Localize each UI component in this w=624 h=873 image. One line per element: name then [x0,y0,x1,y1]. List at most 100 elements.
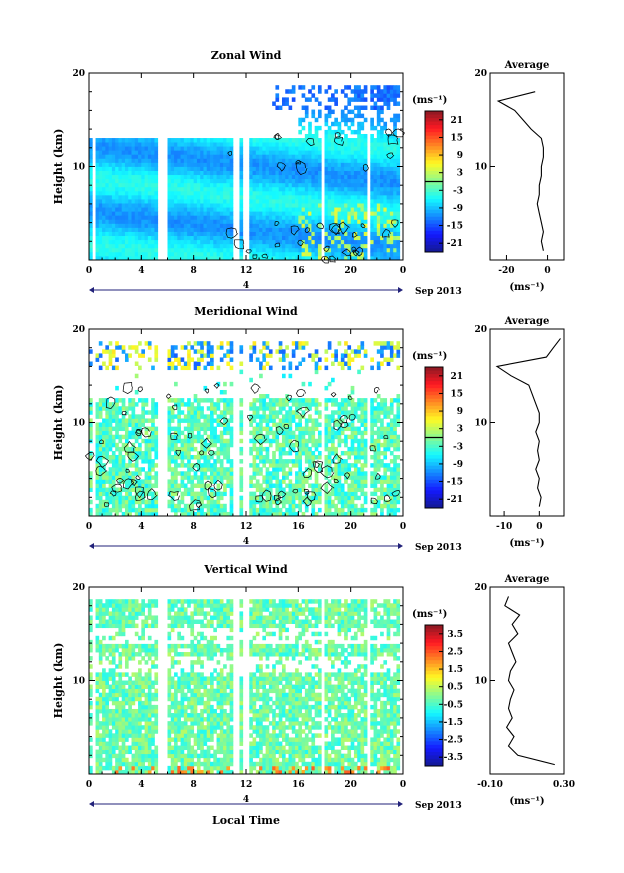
colorbar-segment [425,395,443,400]
colorbar-segment [425,195,443,200]
profile-frame [489,72,565,261]
x-tick-label: 0 [86,780,92,790]
contour [277,490,287,499]
colorbar-segment [425,699,443,704]
x-tick-label: 8 [191,522,197,532]
contour [146,488,158,501]
x-tick-label: 0 [86,266,92,276]
profile-x-tick-label: -10 [496,522,512,532]
colorbar-tick-label: 3.5 [447,630,463,640]
colorbar-segment [425,656,443,661]
profile-x-tick-label: -20 [498,266,514,276]
colorbar-tick-label: -3.5 [444,753,463,763]
colorbar-segment [425,430,443,435]
contour [391,490,401,497]
contour [295,388,307,397]
contour [116,478,124,484]
colorbar-tick-label: 1.5 [447,665,463,675]
profile-line [495,338,561,507]
colorbar-segment [425,458,443,463]
heatmap-field [89,85,401,261]
contour [275,497,283,505]
colorbar-segment [425,170,443,175]
contour [276,162,287,172]
panel-1: Zonal Wind 0 4 8 12 16 20 0 20 10 Height (km) 4 Sep … [52,49,565,297]
contour [304,227,310,233]
x-tick-label: 8 [191,780,197,790]
contour [333,478,340,484]
day-label: 4 [243,795,249,805]
contour [290,225,300,236]
colorbar-segment [425,695,443,700]
contour [385,128,393,137]
colorbar-tick-label: 15 [450,133,463,143]
contour [127,451,140,462]
colorbar-segment [425,720,443,725]
contour [302,467,312,478]
colorbar-segment [425,423,443,428]
x-tick-label: 20 [344,780,357,790]
colorbar-segment [425,483,443,488]
panel-2: Meridional Wind 0 4 8 12 16 20 0 20 10 Height (km)… [52,305,565,553]
day-label: 4 [243,537,249,547]
colorbar-segment [425,497,443,502]
profile-x-tick-label: -0.10 [477,780,503,790]
contour [200,437,212,449]
colorbar-segment [425,751,443,756]
x-tick-label: 4 [138,780,144,790]
colorbar-segment [425,448,443,453]
colorbar-segment [425,755,443,760]
colorbar-segment [425,709,443,714]
colorbar-segment [425,409,443,414]
contour [373,387,380,394]
y-tick-label: 20 [72,583,85,593]
x-tick-label: 20 [344,266,357,276]
x-tick-label: 16 [292,266,305,276]
x-tick-label: 0 [400,266,406,276]
colorbar-segment [425,681,443,686]
contour [274,242,281,248]
colorbar-frame [424,624,444,767]
colorbar-segment [425,128,443,133]
colorbar-segment [425,727,443,732]
colorbar-segment [425,177,443,182]
colorbar-segment [425,230,443,235]
colorbar-segment [425,381,443,386]
contour [320,481,335,494]
colorbar-tick-label: -15 [447,478,463,488]
unit-label: (ms⁻¹) [412,351,447,362]
contour [95,455,110,468]
day-label: 4 [243,281,249,291]
contour [352,231,358,238]
colorbar-segment [425,451,443,456]
colorbar-segment [425,398,443,403]
colorbar-tick-label: 0.5 [447,683,463,693]
contour [95,465,108,477]
contour [333,419,343,431]
contour [122,478,135,490]
colorbar-segment [425,121,443,126]
contour [352,249,360,257]
contour [314,462,321,468]
colorbar-segment [425,374,443,379]
y-axis-label: Height (km) [52,129,65,205]
contour [207,488,217,499]
colorbar-segment [425,469,443,474]
x-tick-label: 4 [138,266,144,276]
profile-y-tick-label: 20 [474,583,487,593]
contour [295,159,302,165]
colorbar-segment [425,713,443,718]
contour [386,152,395,159]
y-tick-label: 20 [72,69,85,79]
contour [111,483,123,493]
contour-lines [84,382,401,511]
contour [333,137,345,146]
profile-x-tick-label: 0 [544,266,550,276]
contour [105,396,116,409]
contour [137,386,144,393]
profile-line [504,596,555,766]
date-label: Sep 2013 [415,801,462,811]
contour [305,138,315,147]
colorbar-segment [425,416,443,421]
colorbar-segment [425,185,443,190]
